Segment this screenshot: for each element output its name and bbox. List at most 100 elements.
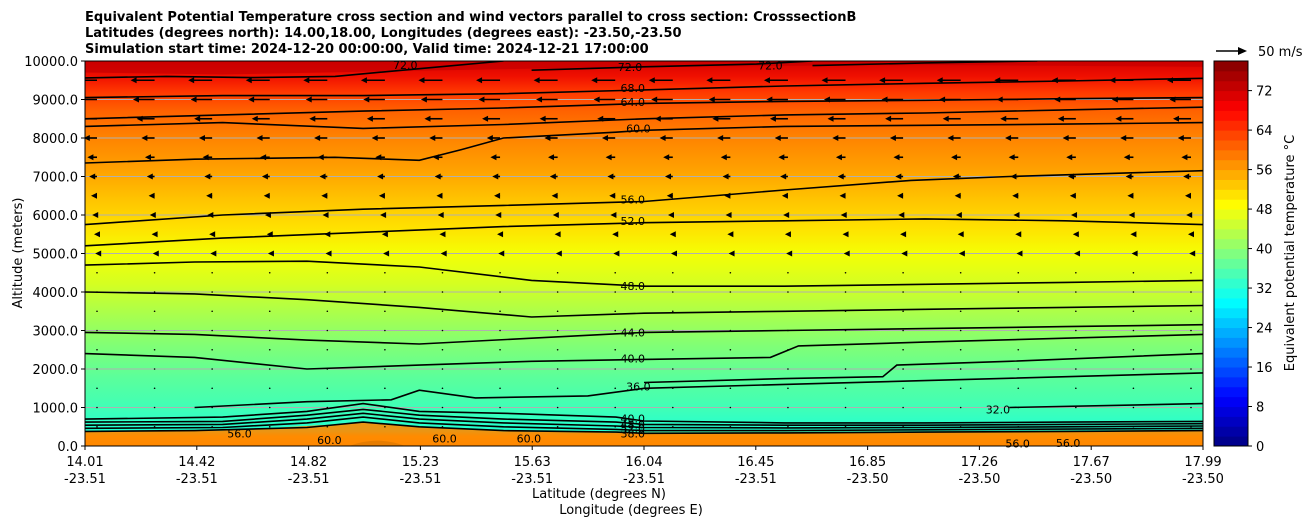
x-tick-label-lon: -23.51 bbox=[735, 472, 777, 487]
contour-36 bbox=[194, 372, 1203, 409]
wind-vector-head bbox=[728, 250, 735, 257]
x-axis: 14.01 -23.51 14.42 -23.51 14.82 -23.51 15.23 -2… bbox=[64, 446, 1224, 487]
wind-vector bbox=[844, 368, 847, 370]
wind-vector-head bbox=[947, 135, 954, 141]
wind-vector-head bbox=[1005, 135, 1012, 141]
wind-vector bbox=[1075, 271, 1077, 274]
colorbar-band bbox=[1214, 386, 1248, 398]
wind-vector-head bbox=[261, 173, 268, 180]
x-tick-label-lat: 16.04 bbox=[625, 455, 662, 470]
wind-vector bbox=[729, 329, 732, 332]
wind-vector-head bbox=[602, 135, 609, 141]
wind-vector-head bbox=[95, 250, 102, 257]
wind-vector-head bbox=[651, 96, 658, 103]
colorbar-band bbox=[1214, 199, 1248, 210]
wind-vector bbox=[153, 368, 156, 370]
wind-vector-head bbox=[898, 212, 905, 218]
wind-vector bbox=[1132, 329, 1135, 332]
wind-vector-head bbox=[1012, 192, 1019, 199]
contour-label: 72.0 bbox=[618, 61, 643, 74]
wind-vector-head bbox=[996, 96, 1003, 103]
wind-vector bbox=[1190, 271, 1192, 274]
colorbar-band bbox=[1214, 248, 1248, 259]
wind-vector bbox=[1132, 310, 1135, 313]
wind-vector bbox=[1132, 368, 1135, 370]
y-tick-label: 8000.0 bbox=[33, 132, 79, 147]
wind-vector bbox=[614, 271, 617, 274]
wind-vector-head bbox=[835, 154, 842, 161]
contour-58 bbox=[85, 121, 1203, 164]
wind-vector bbox=[326, 329, 329, 332]
wind-vector bbox=[959, 348, 962, 351]
wind-vector bbox=[268, 406, 271, 409]
wind-vector bbox=[1017, 310, 1020, 313]
wind-vector bbox=[729, 368, 732, 370]
colorbar-tick-label: 8 bbox=[1256, 401, 1264, 416]
wind-vector-head bbox=[839, 192, 846, 199]
wind-vector bbox=[671, 291, 674, 293]
wind-vector bbox=[153, 406, 156, 409]
wind-vector-head bbox=[144, 154, 151, 161]
contour-48 bbox=[85, 412, 1203, 429]
wind-vector-head bbox=[1069, 192, 1076, 199]
wind-vector-head bbox=[260, 154, 267, 161]
wind-vector-head bbox=[1123, 154, 1130, 161]
wind-vector bbox=[671, 406, 674, 409]
contour-label: 68.0 bbox=[621, 82, 646, 95]
wind-vector bbox=[1017, 271, 1020, 274]
wind-vector bbox=[614, 368, 617, 370]
colorbar-band bbox=[1214, 416, 1248, 427]
colorbar-tick-label: 16 bbox=[1256, 361, 1273, 376]
wind-vector-head bbox=[1008, 154, 1015, 161]
wind-vector bbox=[959, 291, 962, 293]
contour-label: 56.0 bbox=[621, 194, 646, 207]
wind-vector bbox=[384, 329, 386, 332]
wind-vector bbox=[326, 271, 329, 274]
colorbar-band bbox=[1214, 307, 1248, 319]
wind-vector-head bbox=[994, 77, 1001, 84]
wind-vector bbox=[787, 368, 789, 370]
wind-vector-head bbox=[843, 250, 850, 257]
wind-vector-head bbox=[837, 173, 844, 180]
wind-vector-head bbox=[202, 154, 209, 161]
colorbar-band bbox=[1214, 327, 1248, 338]
wind-vector-head bbox=[670, 250, 677, 257]
wind-vector-head bbox=[958, 250, 965, 257]
plot-area: 72.0 72.0 72.068.064.060.056.052.048.044.0… bbox=[84, 59, 1204, 451]
wind-vector-head bbox=[492, 173, 499, 180]
wind-vector-head bbox=[786, 250, 793, 257]
wind-vector bbox=[268, 329, 271, 332]
y-tick-label: 2000.0 bbox=[33, 363, 79, 378]
x-tick-label-lon: -23.51 bbox=[176, 472, 218, 487]
wind-vector bbox=[384, 310, 386, 313]
wind-vector bbox=[499, 310, 501, 313]
wind-vector-head bbox=[1167, 77, 1173, 84]
x-tick-label-lat: 14.82 bbox=[290, 455, 327, 470]
wind-vector-head bbox=[607, 173, 614, 180]
wind-vector-head bbox=[663, 154, 670, 161]
contour-40 bbox=[85, 402, 1203, 424]
contour-48 bbox=[85, 260, 1203, 287]
colorbar-band bbox=[1214, 100, 1248, 111]
colorbar-tick-label: 24 bbox=[1256, 322, 1273, 337]
wind-vector bbox=[556, 329, 559, 332]
y-tick-label: 4000.0 bbox=[33, 286, 79, 301]
wind-vector-head bbox=[436, 192, 443, 199]
wind-vector bbox=[729, 425, 732, 428]
contour-44 bbox=[85, 323, 1203, 345]
wind-vector bbox=[1075, 368, 1077, 370]
contour-60 bbox=[85, 106, 1203, 130]
wind-vector-head bbox=[832, 135, 839, 141]
wind-vector-head bbox=[1125, 173, 1132, 180]
contour-label: 48.0 bbox=[621, 280, 646, 293]
colorbar-band bbox=[1214, 317, 1248, 329]
x-tick-label-lat: 16.45 bbox=[737, 455, 774, 470]
colorbar-band bbox=[1214, 396, 1248, 408]
wind-vector bbox=[326, 425, 329, 428]
wind-vector bbox=[1190, 348, 1192, 351]
wind-vector-head bbox=[309, 115, 316, 122]
contour-label: 72.0 bbox=[758, 60, 783, 73]
contour-label: 44.0 bbox=[621, 326, 646, 339]
contour-label: 52.0 bbox=[621, 422, 646, 435]
wind-vector-head bbox=[957, 231, 964, 238]
